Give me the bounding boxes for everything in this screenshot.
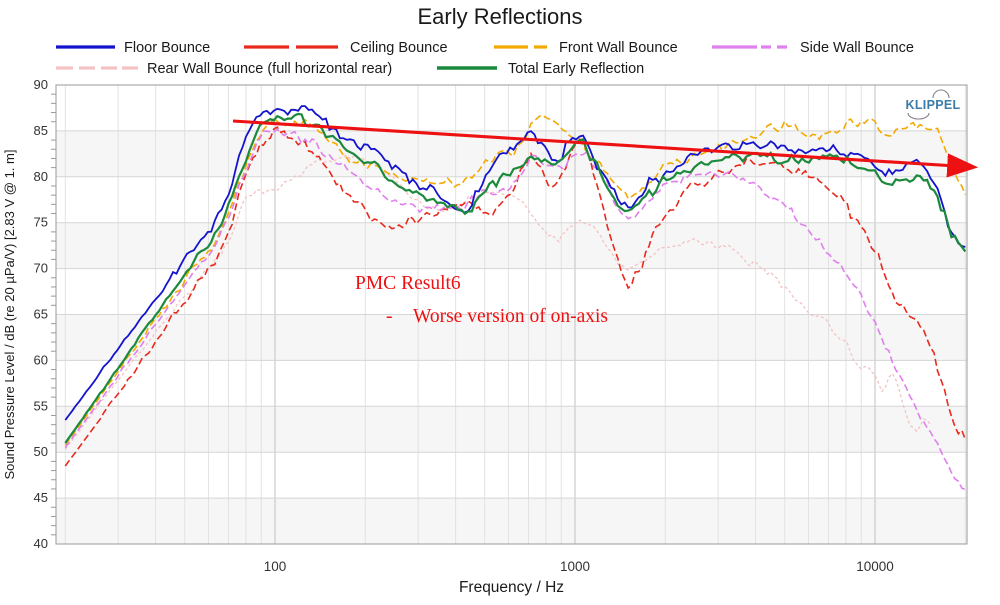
- svg-text:Sound Pressure Level / dB (re: Sound Pressure Level / dB (re 20 µPa/V) …: [2, 150, 17, 480]
- svg-text:40: 40: [34, 536, 48, 551]
- svg-text:100: 100: [264, 559, 287, 574]
- svg-text:PMC Result6: PMC Result6: [355, 273, 461, 294]
- svg-text:50: 50: [34, 444, 48, 459]
- svg-text:Ceiling Bounce: Ceiling Bounce: [350, 40, 448, 56]
- svg-text:Total Early Reflection: Total Early Reflection: [508, 61, 644, 77]
- svg-text:10000: 10000: [856, 559, 894, 574]
- svg-text:Floor Bounce: Floor Bounce: [124, 40, 210, 56]
- svg-text:75: 75: [34, 215, 48, 230]
- svg-text:45: 45: [34, 490, 48, 505]
- svg-text:Rear Wall Bounce (full horizon: Rear Wall Bounce (full horizontal rear): [147, 61, 392, 77]
- svg-text:Worse version of on-axis: Worse version of on-axis: [413, 306, 608, 327]
- svg-text:Front Wall Bounce: Front Wall Bounce: [559, 40, 678, 56]
- svg-text:KLIPPEL: KLIPPEL: [906, 98, 961, 112]
- svg-text:70: 70: [34, 261, 48, 276]
- svg-text:65: 65: [34, 307, 48, 322]
- svg-text:90: 90: [34, 77, 48, 92]
- svg-text:80: 80: [34, 169, 48, 184]
- svg-text:Side Wall Bounce: Side Wall Bounce: [800, 40, 914, 56]
- svg-text:1000: 1000: [560, 559, 590, 574]
- svg-text:60: 60: [34, 352, 48, 367]
- svg-text:-: -: [386, 306, 393, 327]
- svg-text:Early Reflections: Early Reflections: [417, 4, 582, 29]
- svg-text:Frequency / Hz: Frequency / Hz: [459, 579, 564, 596]
- svg-text:55: 55: [34, 398, 48, 413]
- svg-text:85: 85: [34, 123, 48, 138]
